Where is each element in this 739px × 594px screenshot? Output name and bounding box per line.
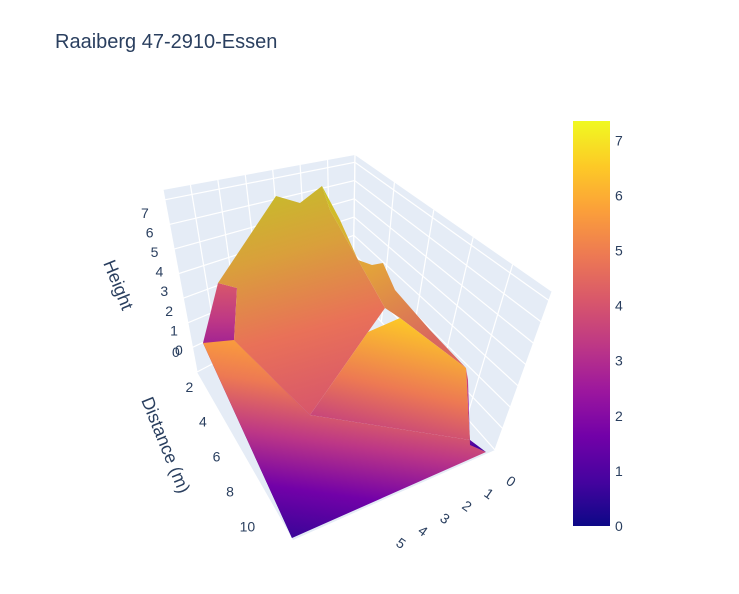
height-tick-label: 0 <box>175 342 183 358</box>
width-tick-label: 5 <box>393 534 409 552</box>
back-wall-right <box>353 155 552 450</box>
colorbar-ticks: 0 1 2 3 4 5 6 7 <box>615 132 623 534</box>
width-tick-label: 1 <box>481 485 497 503</box>
colorbar-tick-label: 6 <box>615 187 623 203</box>
chart-title: Raaiberg 47-2910-Essen <box>55 31 278 53</box>
height-tick-label: 7 <box>141 205 149 221</box>
grid-line <box>466 264 514 419</box>
width-tick-label: 3 <box>437 510 453 528</box>
height-tick-label: 4 <box>156 264 164 280</box>
grid-line <box>162 189 198 373</box>
height-tick-label: 5 <box>151 244 159 260</box>
distance-tick-label: 10 <box>240 518 256 534</box>
colorbar-tick-label: 7 <box>615 132 623 148</box>
colorbar-gradient <box>573 121 610 526</box>
grid-line <box>494 291 553 451</box>
grid-line <box>164 161 550 302</box>
width-tick-label: 2 <box>459 497 475 515</box>
distance-axis-title: Distance (m) <box>137 394 194 496</box>
grid-line <box>173 198 534 344</box>
grid-line <box>169 179 542 323</box>
distance-tick-label: 4 <box>199 414 207 430</box>
height-tick-label: 2 <box>165 303 173 319</box>
distance-axis-ticks: 0 2 4 6 8 10 <box>172 344 255 534</box>
colorbar: 0 1 2 3 4 5 6 7 <box>573 121 623 534</box>
width-tick-label: 0 <box>503 472 519 490</box>
distance-tick-label: 6 <box>213 449 221 465</box>
colorbar-tick-label: 1 <box>615 463 623 479</box>
colorbar-tick-label: 3 <box>615 353 623 369</box>
distance-tick-label: 8 <box>226 483 234 499</box>
surface-mesh[interactable] <box>203 186 486 538</box>
colorbar-tick-label: 2 <box>615 408 623 424</box>
height-axis-title: Height <box>99 257 137 313</box>
surface-front-gable <box>310 318 470 440</box>
height-tick-label: 1 <box>170 322 178 338</box>
surface-front-base <box>203 340 486 538</box>
colorbar-tick-label: 5 <box>615 242 623 258</box>
height-tick-label: 3 <box>160 283 168 299</box>
distance-tick-label: 2 <box>186 379 194 395</box>
colorbar-tick-label: 4 <box>615 298 623 314</box>
distance-tick-label: 0 <box>172 344 180 360</box>
surface-roof-left <box>218 186 385 415</box>
height-tick-label: 6 <box>146 224 154 240</box>
height-axis-ticks: 0 1 2 3 4 5 6 7 <box>141 205 183 358</box>
colorbar-tick-label: 0 <box>615 518 623 534</box>
width-tick-label: 4 <box>415 522 431 540</box>
